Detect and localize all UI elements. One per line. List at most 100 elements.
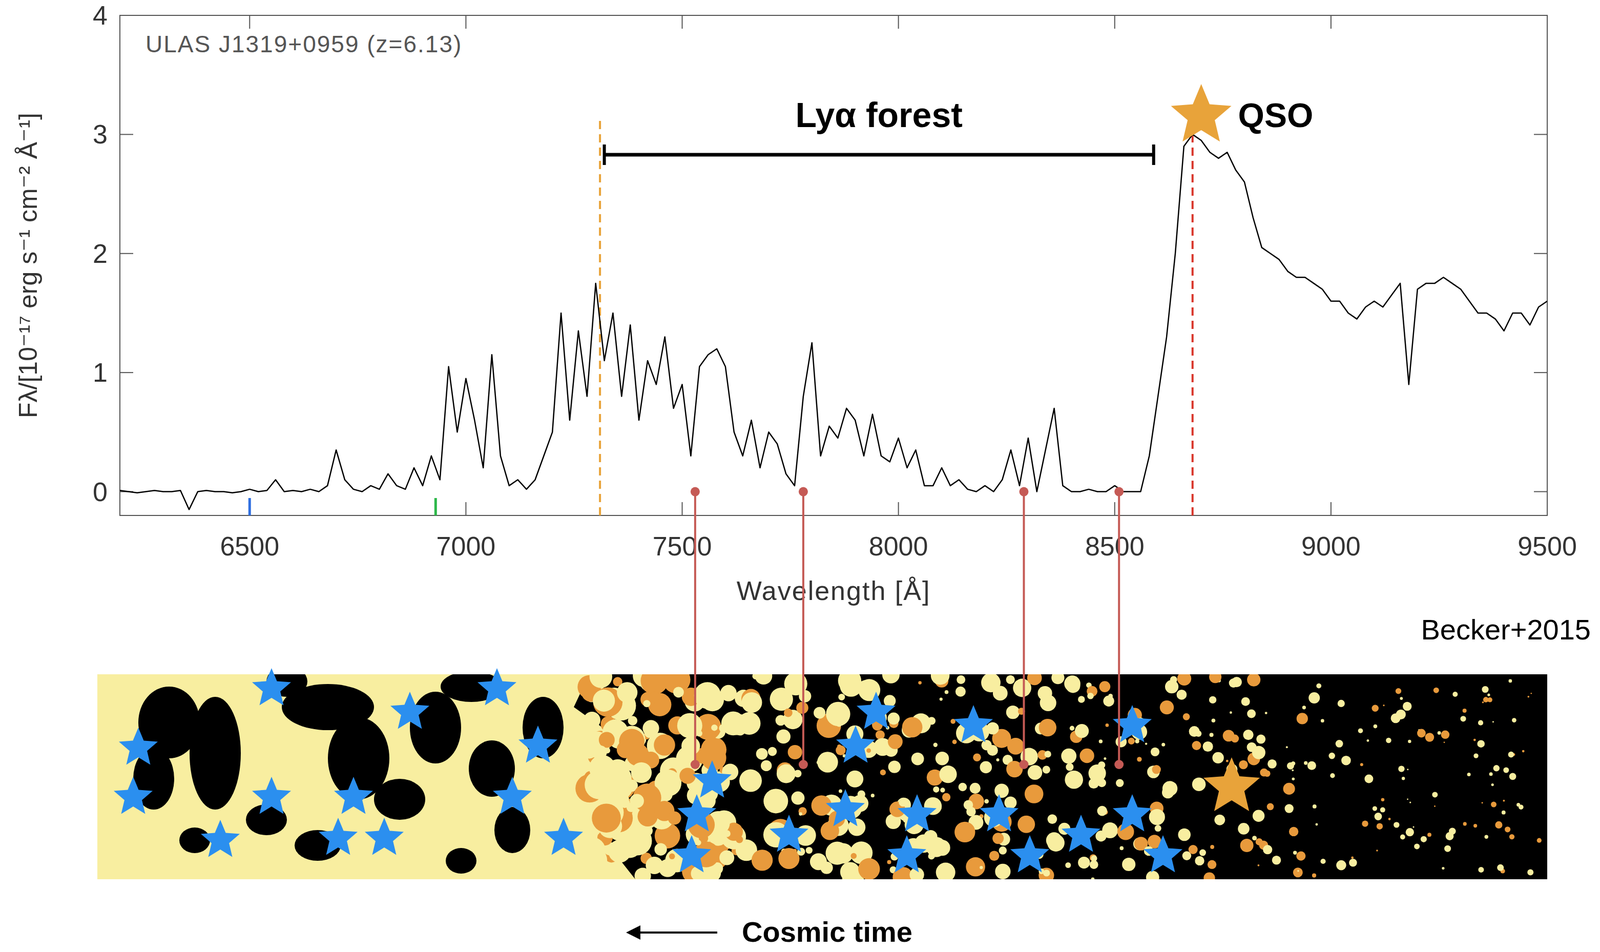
ionized-bubble — [1047, 814, 1057, 824]
ionized-bubble — [898, 797, 908, 807]
ionized-bubble — [1212, 752, 1224, 764]
ionized-bubble — [1536, 838, 1542, 843]
ionized-bubble — [1402, 701, 1412, 711]
ionized-bubble — [984, 799, 989, 804]
ionized-bubble — [882, 674, 900, 684]
pin-dot — [798, 759, 808, 770]
ionized-bubble — [1210, 844, 1215, 849]
ionized-bubble — [1425, 732, 1435, 742]
ionized-bubble — [1396, 709, 1406, 720]
ionized-bubble — [1527, 695, 1530, 698]
ionized-bubble — [1285, 745, 1288, 748]
ionized-bubble — [741, 692, 762, 713]
x-tick-label: 7000 — [436, 531, 496, 561]
ionized-bubble — [979, 865, 983, 869]
ionized-bubble — [1320, 718, 1325, 723]
ionized-bubble — [805, 846, 813, 854]
ionized-bubble — [972, 753, 982, 762]
ionized-bubble — [1473, 753, 1479, 758]
pin-line — [1022, 491, 1025, 765]
ionized-bubble — [1351, 856, 1354, 859]
ionized-bubble — [1195, 730, 1202, 737]
ionized-bubble — [1207, 860, 1217, 869]
ionized-bubble — [1007, 737, 1025, 755]
ionized-bubble — [1170, 676, 1178, 684]
ionized-bubble — [642, 725, 648, 731]
ionized-bubble — [1406, 768, 1409, 771]
ionized-bubble — [1264, 711, 1268, 715]
ionized-bubble — [1308, 692, 1320, 704]
ionized-bubble — [1089, 860, 1099, 869]
ionized-bubble — [1272, 855, 1282, 865]
ionized-bubble — [679, 767, 696, 784]
ionized-bubble — [1146, 870, 1160, 880]
ionized-bubble — [926, 836, 947, 857]
ionized-bubble — [1121, 857, 1136, 871]
galaxy-star — [672, 835, 712, 872]
ionized-bubble — [870, 793, 875, 798]
ionized-bubble — [813, 707, 826, 719]
ionized-bubble — [1257, 864, 1260, 867]
ionized-bubble — [1176, 689, 1188, 700]
ionized-bubble — [654, 843, 667, 856]
ionized-bubble — [1328, 752, 1336, 760]
bracket — [604, 153, 1154, 157]
ionized-bubble — [1399, 696, 1403, 700]
neutral-region — [373, 778, 426, 820]
ionized-bubble — [616, 740, 635, 759]
spectrum-line — [119, 134, 1548, 510]
ionized-bubble — [787, 744, 803, 760]
ionized-bubble — [1266, 803, 1275, 811]
ionized-bubble — [1039, 718, 1057, 737]
ionized-bubble — [1307, 761, 1317, 771]
ionized-bubble — [1530, 692, 1533, 695]
y-tick — [1533, 14, 1548, 16]
x-tick — [681, 502, 683, 516]
ionized-bubble — [1128, 737, 1135, 745]
ionized-bubble — [880, 769, 886, 776]
ionized-bubble — [1427, 832, 1432, 837]
ionized-bubble — [1192, 777, 1207, 792]
ionized-bubble — [1077, 695, 1086, 703]
ionized-bubble — [986, 721, 1000, 735]
ionized-bubble — [1044, 750, 1052, 758]
galaxy-star — [477, 668, 517, 705]
ionized-bubble — [649, 691, 660, 702]
ionized-bubble — [1292, 777, 1296, 781]
ionized-bubble — [694, 681, 721, 709]
y-tick-label: 0 — [92, 476, 108, 507]
ionized-bubble — [1478, 866, 1484, 873]
galaxy-star — [769, 814, 809, 852]
ionized-bubble — [1079, 748, 1094, 763]
time-label: Cosmic time — [741, 915, 913, 948]
ionized-bubble — [1431, 791, 1438, 798]
ionized-bubble — [965, 857, 986, 877]
ionized-bubble — [1433, 687, 1440, 694]
galaxy-star — [252, 776, 292, 814]
ionized-bubble — [1303, 761, 1308, 765]
ionized-bubble — [1312, 804, 1317, 809]
ionized-bubble — [1441, 730, 1450, 740]
ionized-bubble — [1302, 705, 1306, 710]
ionized-bubble — [1441, 866, 1445, 870]
ionized-bubble — [1089, 854, 1097, 862]
ionized-bubble — [1522, 750, 1525, 753]
ionized-bubble — [1337, 699, 1345, 708]
ionized-bubble — [1358, 728, 1364, 734]
ionized-bubble — [942, 793, 951, 802]
galaxy-star — [897, 794, 937, 831]
ionized-bubble — [1336, 860, 1347, 871]
ionized-bubble — [711, 724, 718, 731]
ionized-bubble — [1161, 786, 1174, 799]
ionized-bubble — [1483, 696, 1489, 703]
ionized-bubble — [1417, 729, 1426, 738]
ionized-bubble — [1503, 799, 1506, 802]
ionized-bubble — [1291, 769, 1294, 772]
ionized-bubble — [1286, 762, 1295, 770]
ionized-bubble — [999, 846, 1008, 855]
ionized-bubble — [598, 731, 615, 748]
ionized-bubble — [1177, 674, 1192, 686]
ionized-bubble — [817, 751, 839, 773]
ionized-bubble — [1214, 814, 1225, 826]
ionized-bubble — [1284, 803, 1294, 813]
